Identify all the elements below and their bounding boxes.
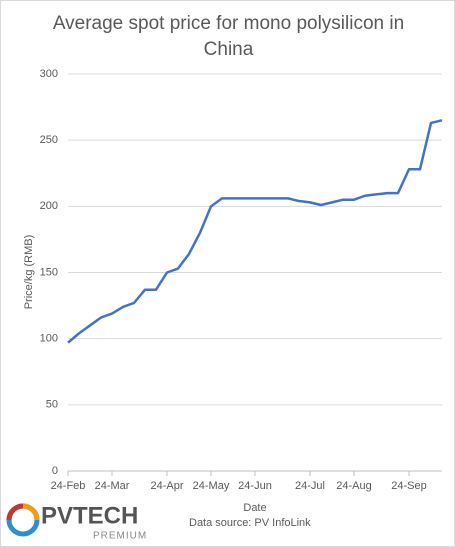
y-tick-label: 50 [46,399,58,411]
chart-title: Average spot price for mono polysilicon … [52,13,405,60]
logo-arc [6,503,24,521]
y-tick-label: 200 [40,200,58,212]
line [67,119,443,344]
logo-arc [22,503,40,521]
y-tick-label: 0 [52,465,58,477]
x-tick-label: 24-May [193,480,230,492]
y-tick-label: 150 [40,266,58,278]
x-tick-label: 24-Sep [391,480,426,492]
y-tick-label: 250 [40,134,58,146]
logo-subtitle: PREMIUM [93,531,147,542]
x-tick-label: 24-Jul [295,480,325,492]
x-tick-label: 24-Mar [95,480,130,492]
logo: PVTECH PREMIUM [6,502,147,542]
y-tick-label: 300 [40,68,58,80]
x-tick-label: 24-Feb [51,480,86,492]
x-tick-label: 24-Jun [238,480,272,492]
x-axis-label: Date [243,502,266,514]
source: Data source: PV InfoLink [189,517,311,529]
logo-title: PVTECH [41,502,138,529]
x-tick-label: 24-Aug [336,480,371,492]
x-tick-label: 24-Apr [150,480,183,492]
y-axis-label: Price/kg (RMB) [23,235,35,310]
y-tick-label: 100 [40,333,58,345]
